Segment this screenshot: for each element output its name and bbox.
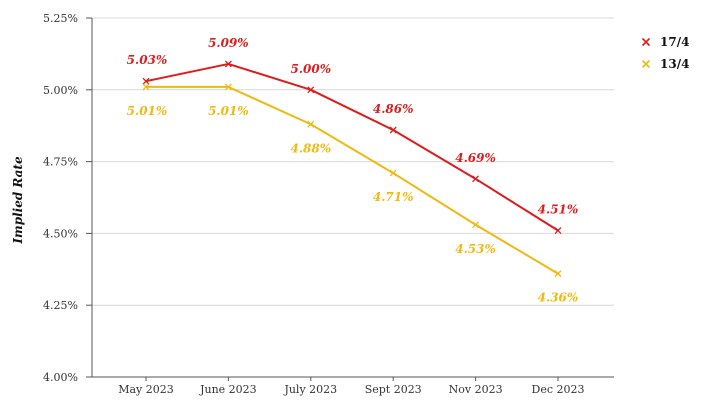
series-line bbox=[145, 62, 559, 232]
y-tick-label: 4.75% bbox=[43, 156, 78, 169]
data-point bbox=[224, 60, 232, 68]
data-point bbox=[472, 175, 480, 183]
data-label: 5.01% bbox=[127, 104, 168, 118]
data-label: 4.69% bbox=[455, 151, 496, 165]
series-13-4 bbox=[142, 83, 562, 278]
point-marker-stroke bbox=[389, 169, 397, 177]
data-label: 4.51% bbox=[538, 203, 579, 217]
x-tick-label: Sept 2023 bbox=[365, 383, 422, 396]
series-line bbox=[146, 85, 559, 275]
point-marker-stroke bbox=[472, 221, 480, 229]
point-marker-stroke bbox=[472, 175, 480, 183]
gridlines bbox=[92, 17, 614, 378]
legend-item: 13/4 bbox=[641, 57, 689, 71]
data-label: 5.00% bbox=[290, 62, 331, 76]
data-labels: 5.03% 5.09% 5.00% 4.86% 4.69% 4.51% 5.01% 5.01%… bbox=[127, 36, 579, 305]
point-marker-stroke bbox=[224, 83, 232, 91]
y-tick-label: 5.00% bbox=[43, 84, 78, 97]
x-tick-label: June 2023 bbox=[199, 383, 257, 396]
point-marker-stroke bbox=[224, 60, 232, 68]
legend-marker bbox=[641, 37, 651, 47]
point-marker-stroke bbox=[307, 120, 315, 128]
data-point bbox=[389, 126, 397, 134]
y-tick-label: 4.00% bbox=[43, 371, 78, 384]
data-label: 4.86% bbox=[373, 102, 414, 116]
data-label: 5.09% bbox=[208, 36, 249, 50]
legend-label: 13/4 bbox=[660, 57, 689, 71]
data-label: 4.36% bbox=[538, 291, 579, 305]
y-tick-label: 4.25% bbox=[43, 299, 78, 312]
point-marker-stroke bbox=[307, 86, 315, 94]
data-point bbox=[472, 221, 480, 229]
legend: 17/4 13/4 bbox=[641, 35, 689, 71]
series-17-4 bbox=[142, 60, 562, 234]
data-point bbox=[554, 227, 562, 234]
x-tick-label: Nov 2023 bbox=[449, 383, 503, 396]
legend-marker bbox=[641, 59, 651, 69]
data-label: 4.53% bbox=[455, 242, 496, 256]
point-marker-stroke bbox=[554, 270, 562, 278]
data-label: 4.71% bbox=[373, 190, 414, 204]
data-point bbox=[142, 83, 150, 91]
point-marker-stroke bbox=[554, 227, 562, 234]
y-tick-label: 5.25% bbox=[43, 12, 78, 25]
y-tick-label: 4.50% bbox=[43, 227, 78, 240]
data-point bbox=[554, 270, 562, 278]
data-point bbox=[224, 83, 232, 91]
data-label: 5.01% bbox=[208, 104, 249, 118]
x-tick-label: May 2023 bbox=[118, 383, 174, 396]
legend-label: 17/4 bbox=[660, 35, 689, 49]
point-marker-stroke bbox=[142, 77, 150, 85]
data-point bbox=[307, 120, 315, 128]
point-marker-stroke bbox=[389, 126, 397, 134]
axes: 4.00% 4.25% 4.50% 4.75% 5.00% 5.25% May 2023 Ju… bbox=[43, 12, 614, 396]
data-label: 4.88% bbox=[290, 141, 331, 155]
point-marker-stroke bbox=[142, 83, 150, 91]
x-tick-label: July 2023 bbox=[283, 383, 337, 396]
data-point bbox=[307, 86, 315, 94]
data-point bbox=[142, 77, 150, 85]
data-label: 5.03% bbox=[127, 53, 168, 67]
y-axis-label: Implied Rate bbox=[11, 156, 25, 245]
data-point bbox=[389, 169, 397, 177]
series-group bbox=[142, 60, 562, 278]
x-tick-label: Dec 2023 bbox=[532, 383, 585, 396]
legend-item: 17/4 bbox=[641, 35, 689, 49]
